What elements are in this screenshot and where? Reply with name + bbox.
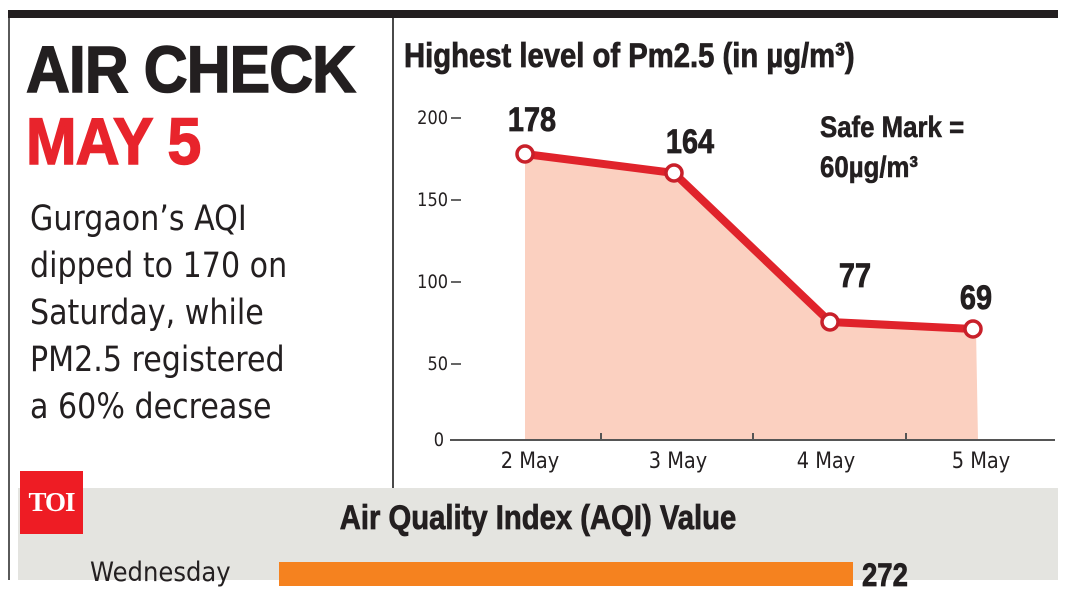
panel-divider: [392, 18, 394, 488]
summary-line: PM2.5 registered: [30, 340, 285, 380]
aqi-value: 272: [862, 557, 909, 593]
summary-line: a 60% decrease: [30, 387, 272, 427]
aqi-section: Air Quality Index (AQI) Value Wednesday …: [18, 488, 1058, 592]
x-tick-label: 3 May: [648, 449, 708, 474]
x-tick-label: 4 May: [796, 449, 856, 474]
data-point-label: 178: [507, 101, 557, 139]
aqi-bar: [279, 562, 853, 586]
pm25-line: [524, 150, 974, 333]
data-point-marker: [963, 319, 983, 339]
top-rule: [8, 10, 1058, 18]
summary-line: dipped to 170 on: [30, 246, 288, 286]
summary-line: Saturday, while: [30, 293, 264, 333]
headline-date: MAY 5: [25, 104, 202, 178]
y-tick-label: 50: [427, 353, 448, 375]
data-point-marker: [820, 312, 840, 332]
data-point-marker: [515, 144, 535, 164]
data-point-label: 77: [838, 257, 872, 295]
data-point-marker: [664, 163, 684, 183]
area-fill: [525, 154, 978, 440]
y-tick-label: 100: [417, 271, 448, 293]
aqi-row-label: Wednesday: [90, 557, 231, 588]
summary-line: Gurgaon’s AQI: [30, 199, 247, 239]
x-tick-label: 2 May: [500, 449, 560, 474]
data-point-label: 69: [959, 279, 993, 317]
y-tick-label: 0: [433, 429, 444, 451]
aqi-title: Air Quality Index (AQI) Value: [339, 499, 737, 538]
y-tick-label: 200: [417, 107, 448, 129]
toi-logo: TOI: [20, 471, 83, 534]
safe-mark-annotation: Safe Mark = 60µg/m³: [820, 108, 965, 188]
x-tick-label: 5 May: [951, 449, 1011, 474]
left-border: [8, 18, 10, 580]
data-point-label: 164: [665, 123, 715, 161]
summary-text: Gurgaon’s AQI dipped to 170 on Saturday,…: [30, 196, 340, 431]
safe-mark-line: Safe Mark =: [820, 111, 965, 145]
pm25-line-chart: [450, 117, 1055, 441]
y-tick-label: 150: [417, 189, 448, 211]
safe-mark-value: 60µg/m³: [820, 151, 919, 185]
headline-title: AIR CHECK: [25, 32, 356, 106]
chart-title: Highest level of Pm2.5 (in µg/m³): [404, 37, 855, 76]
